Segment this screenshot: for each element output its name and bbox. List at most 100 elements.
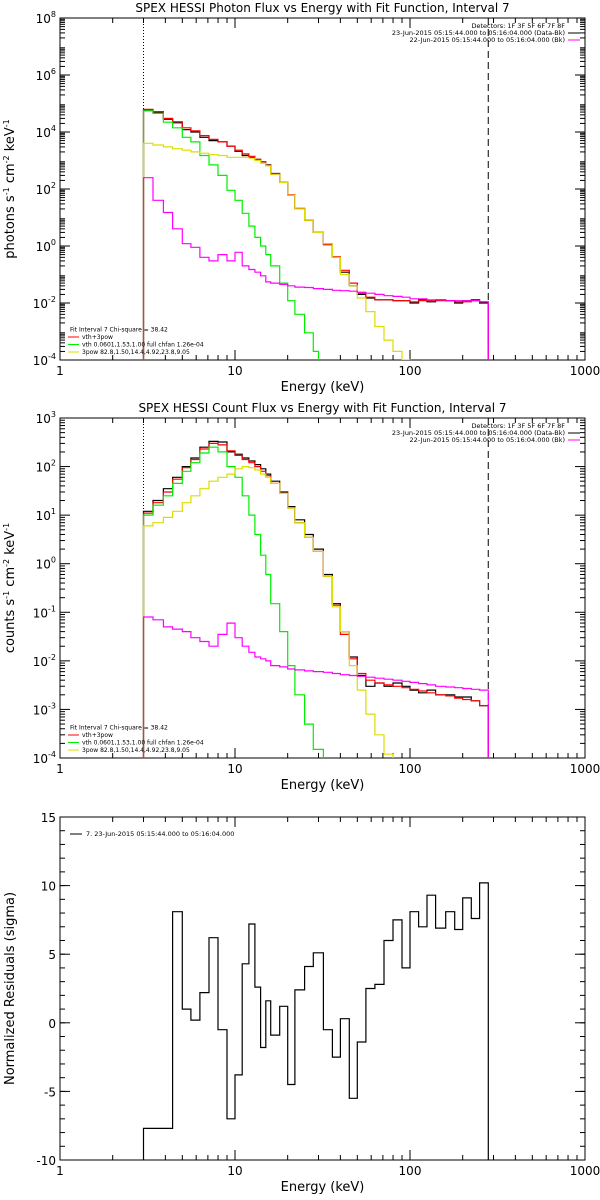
x-axis-label: Energy (keV) [281, 1180, 365, 1195]
y-tick-exponent: -2 [48, 653, 56, 662]
y-tick-base: 10 [33, 354, 48, 368]
series-1-step-line [142, 440, 489, 758]
y-tick-label: 10-2 [33, 295, 56, 311]
series-group [142, 440, 489, 758]
y-label-text: photons s [3, 195, 18, 259]
x-tick-label: 10 [227, 364, 242, 378]
y-tick-base: 10 [36, 12, 51, 26]
y-label-exponent: -1 [2, 119, 11, 127]
y-tick-label: 103 [36, 410, 56, 426]
y-tick-label: 10-1 [33, 604, 56, 620]
y-tick-exponent: -3 [48, 701, 56, 710]
x-tick-label: 10 [227, 762, 242, 776]
y-label-exponent: -2 [2, 155, 11, 163]
legend-topright-entry: Detectors: 1F 3F 5F 6F 7F 8F [471, 22, 565, 30]
series-2-step-line [142, 108, 489, 360]
legend-topright-entry: 22-Jun-2015 05:15:44.000 to 05:16:04.000… [410, 36, 565, 44]
y-label-exponent: -1 [2, 591, 11, 599]
plot-frame [59, 417, 586, 759]
legend-fit-entry: vth+3pow [82, 732, 113, 739]
y-tick-exponent: -4 [48, 750, 56, 759]
y-tick-label: 102 [36, 181, 56, 197]
x-tick-label: 100 [399, 364, 422, 378]
legend-fit-entry: vth 0.0601,1.53,1.00 full chfan 1.26e-04 [82, 342, 204, 349]
x-tick-label: 10 [227, 1164, 242, 1178]
y-tick-base: 10 [33, 703, 48, 717]
y-tick-label: 15 [41, 811, 56, 825]
y-tick-label: 10 [41, 880, 56, 894]
x-tick-label: 1 [56, 364, 64, 378]
legend-fit-entry: Fit Interval 7 Chi-square = 38.42 [70, 327, 168, 334]
y-tick-base: 10 [36, 509, 51, 523]
y-tick-label: 10-4 [33, 750, 56, 766]
series-4-step-line [142, 142, 411, 360]
y-axis-label: Normalized Residuals (sigma) [3, 892, 18, 1085]
y-tick-base: 10 [33, 297, 48, 311]
y-tick-base: 10 [33, 655, 48, 669]
y-tick-exponent: 4 [51, 124, 56, 133]
y-label-exponent: -1 [2, 187, 11, 195]
legend-fit-entry: vth+3pow [82, 334, 113, 341]
legend-fit-entry: 3pow 82.8,1.50,14.4,4.92,23.8,9.05 [82, 747, 190, 754]
series-2-step-line [142, 442, 489, 758]
y-label-text: keV [3, 531, 18, 559]
y-tick-label: 101 [36, 507, 56, 523]
y-tick-exponent: 3 [51, 410, 56, 419]
legend-fit-entry: vth 0.0601,1.53,1.00 full chfan 1.26e-04 [82, 740, 204, 747]
legend-residual-entry: 7. 23-Jun-2015 05:15:44.000 to 05:16:04.… [86, 830, 234, 838]
series-4-step-line [142, 466, 394, 758]
y-tick-base: 10 [36, 69, 51, 83]
legend-fit-entry: 3pow 82.8,1.50,14.4,4.92,23.8,9.05 [82, 349, 190, 356]
y-tick-base: 10 [36, 183, 51, 197]
y-label-text: keV [3, 127, 18, 155]
x-axis-label: Energy (keV) [281, 380, 365, 395]
series-1-step-line [142, 109, 489, 360]
y-tick-label: 100 [36, 556, 56, 572]
y-label-text: cm [3, 567, 18, 591]
y-tick-exponent: 6 [51, 67, 56, 76]
legend-topright-entry: 23-Jun-2015 05:15:44.000 to 05:16:04.000… [392, 29, 565, 37]
y-tick-base: 10 [33, 606, 48, 620]
y-tick-base: 10 [36, 240, 51, 254]
chart-title: SPEX HESSI Photon Flux vs Energy with Fi… [135, 1, 509, 15]
x-tick-label: 1 [56, 1164, 64, 1178]
x-tick-label: 100 [399, 1164, 422, 1178]
series-1-step-line [142, 882, 489, 1160]
y-tick-exponent: 0 [51, 556, 56, 565]
y-tick-base: 10 [36, 461, 51, 475]
y-tick-base: 10 [33, 752, 48, 766]
legend-fit-entry: Fit Interval 7 Chi-square = 38.42 [70, 725, 168, 732]
y-tick-label: 10-2 [33, 653, 56, 669]
y-tick-exponent: -1 [48, 604, 56, 613]
x-axis-label: Energy (keV) [281, 778, 365, 793]
x-tick-label: 1000 [570, 364, 600, 378]
y-tick-exponent: -2 [48, 295, 56, 304]
y-tick-label: 104 [36, 124, 56, 140]
y-tick-base: 10 [36, 558, 51, 572]
y-label-exponent: -1 [2, 523, 11, 531]
x-tick-label: 100 [399, 762, 422, 776]
y-tick-label: 100 [36, 238, 56, 254]
y-tick-exponent: 8 [51, 10, 56, 19]
plot-frame [59, 816, 586, 1161]
y-tick-label: 0 [48, 1017, 56, 1031]
series-group [142, 882, 489, 1160]
y-tick-base: 10 [36, 126, 51, 140]
y-tick-base: 10 [36, 412, 51, 426]
series-3-step-line [142, 110, 320, 360]
y-label-text: cm [3, 163, 18, 187]
legend-topright-entry: Detectors: 1F 3F 5F 6F 7F 8F [471, 422, 565, 430]
x-tick-label: 1 [56, 762, 64, 776]
y-label-text: Normalized Residuals (sigma) [3, 892, 18, 1085]
chart-panel-2: SPEX HESSI Count Flux vs Energy with Fit… [2, 401, 600, 793]
chart-title: SPEX HESSI Count Flux vs Energy with Fit… [138, 401, 506, 415]
series-5-step-line [142, 616, 489, 758]
plot-frame [59, 17, 586, 361]
y-tick-label: -5 [44, 1085, 56, 1099]
series-5-step-line [142, 177, 489, 360]
series-group [142, 108, 489, 360]
y-axis-label: photons s-1 cm-2 keV-1 [2, 119, 18, 258]
y-tick-label: 102 [36, 459, 56, 475]
y-tick-label: 106 [36, 67, 56, 83]
